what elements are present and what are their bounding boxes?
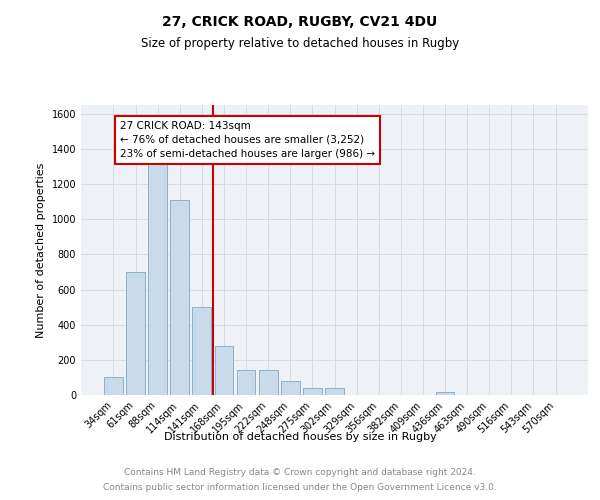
Bar xyxy=(325,388,344,395)
Bar xyxy=(170,200,189,395)
Bar xyxy=(215,346,233,395)
Bar xyxy=(193,307,211,395)
Y-axis label: Number of detached properties: Number of detached properties xyxy=(36,162,46,338)
Bar xyxy=(148,160,167,395)
Bar xyxy=(126,272,145,395)
Bar xyxy=(104,378,123,395)
Text: Contains HM Land Registry data © Crown copyright and database right 2024.: Contains HM Land Registry data © Crown c… xyxy=(124,468,476,477)
Text: Size of property relative to detached houses in Rugby: Size of property relative to detached ho… xyxy=(141,38,459,51)
Bar xyxy=(259,370,278,395)
Bar xyxy=(303,388,322,395)
Text: 27, CRICK ROAD, RUGBY, CV21 4DU: 27, CRICK ROAD, RUGBY, CV21 4DU xyxy=(163,15,437,29)
Text: 27 CRICK ROAD: 143sqm
← 76% of detached houses are smaller (3,252)
23% of semi-d: 27 CRICK ROAD: 143sqm ← 76% of detached … xyxy=(120,121,375,159)
Text: Distribution of detached houses by size in Rugby: Distribution of detached houses by size … xyxy=(164,432,436,442)
Bar xyxy=(236,370,256,395)
Bar xyxy=(281,381,299,395)
Bar xyxy=(436,392,454,395)
Text: Contains public sector information licensed under the Open Government Licence v3: Contains public sector information licen… xyxy=(103,483,497,492)
